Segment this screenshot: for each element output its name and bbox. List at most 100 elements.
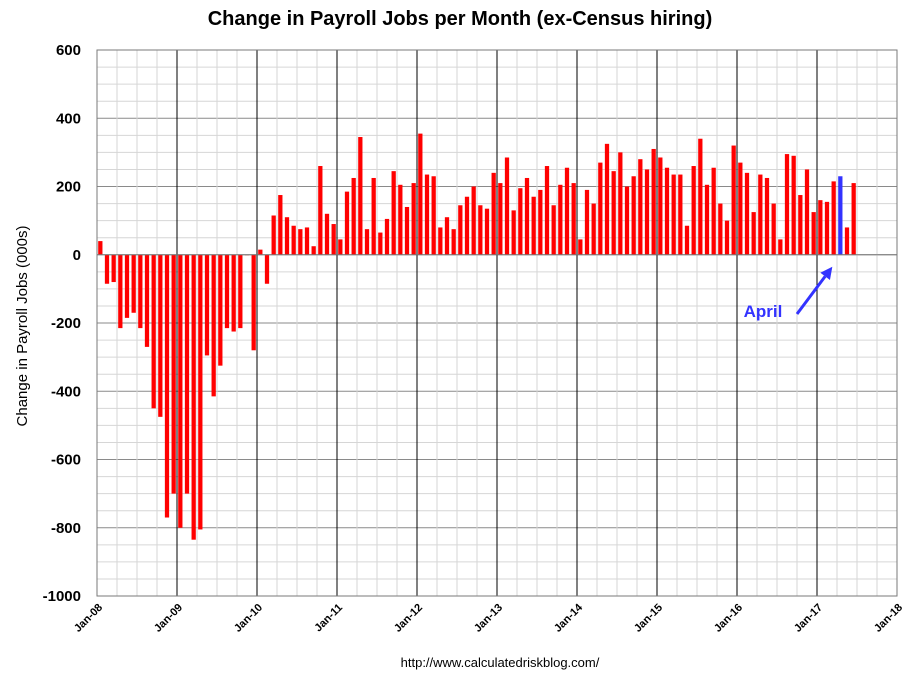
x-tick-label: Jan-09 [152,602,185,635]
grid [96,49,898,597]
bar [731,145,736,255]
x-tick-labels: Jan-08 Jan-09 Jan-10 Jan-11 Jan-12 Jan-13 Jan-… [72,601,905,635]
bar [211,254,216,397]
bar [464,196,470,255]
y-tick-labels: 600 400 200 0 -200 -400 -600 -800 -1000 [43,42,81,605]
y-tick-label: -600 [51,452,81,469]
bar [824,201,830,255]
y-tick-label: 400 [56,110,81,127]
bar [118,254,123,329]
bar [378,232,383,255]
bar [518,188,523,255]
bar [324,213,330,255]
x-tick-label: Jan-14 [552,601,586,635]
bar [291,225,296,255]
bar [458,205,463,255]
bar [338,239,343,255]
bar [358,137,363,255]
bar [678,174,683,255]
bar [131,254,136,313]
bar [811,212,816,255]
bar [304,227,310,255]
bar [551,205,556,255]
bar [231,254,236,332]
bar [698,138,703,255]
bar [711,167,716,255]
bar [784,154,790,255]
bar [538,189,543,255]
bar [318,166,323,255]
bar [664,167,670,255]
bar [364,229,370,255]
bar [844,227,850,255]
bar [778,239,783,255]
bar [544,166,550,255]
bar [451,229,456,255]
bar [98,241,103,255]
bar [498,183,503,255]
y-tick-label: -400 [51,383,81,400]
bar [164,254,170,518]
bar [831,181,836,255]
bar [178,254,183,528]
bar [751,212,756,255]
bar [618,152,623,255]
bar [491,172,496,255]
bar [611,171,616,255]
bar [524,177,530,255]
x-tick-label: Jan-15 [632,602,665,635]
bar [224,254,230,329]
bar [418,133,423,255]
bar-highlight [838,176,843,255]
y-tick-label: 200 [56,179,81,196]
bar [591,203,596,255]
y-axis-label: Change in Payroll Jobs (000s) [14,226,31,427]
bar [484,208,490,255]
x-tick-label: Jan-16 [712,602,745,635]
x-tick-label: Jan-13 [472,602,505,635]
bar [444,217,450,255]
bar [511,210,516,255]
annotation: April [744,266,833,321]
bar [184,254,190,494]
bar [671,174,676,255]
bar [431,176,436,255]
bar [764,177,770,255]
bar [818,200,823,255]
bar [624,186,630,255]
axes [96,49,898,597]
bar [771,203,776,255]
bar [571,183,576,255]
x-tick-label: Jan-10 [232,602,265,635]
bar [471,186,476,255]
bar [158,254,163,417]
annotation-arrow-shaft [795,275,827,315]
bar [138,254,143,329]
bar [278,195,283,255]
bar [111,254,116,283]
bar [284,217,290,255]
bar [258,249,263,255]
x-tick-label: Jan-12 [392,602,425,635]
x-tick-label: Jan-08 [72,602,105,635]
annotation-label: April [744,302,783,321]
bar [691,166,696,255]
bar [791,155,796,255]
source-url: http://www.calculatedriskblog.com/ [401,655,600,670]
bar [191,254,196,540]
plot-border [96,49,898,597]
bar [398,184,403,255]
bar [578,239,583,255]
bar [598,162,603,255]
bar [298,229,303,255]
bar [604,143,610,255]
y-tick-label: 600 [56,42,81,59]
bar [651,148,656,255]
bar [798,195,803,255]
bar [351,177,356,255]
y-tick-label: -1000 [43,588,81,605]
bar [804,169,810,255]
bar [531,196,536,255]
bar [271,215,276,255]
bar [198,254,203,530]
